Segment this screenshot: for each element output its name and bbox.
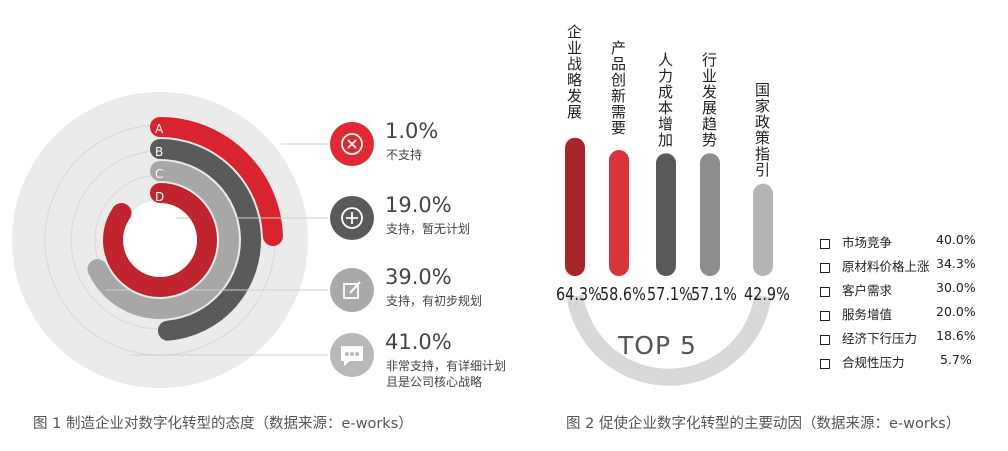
other-driver-row: 经济下行压力 18.6%: [820, 328, 976, 347]
other-driver-row: 原材料价格上涨 34.3%: [820, 256, 976, 275]
other-driver-name: 客户需求: [842, 283, 893, 298]
top5-bar: [700, 153, 720, 276]
top5-category-label: 人力成本增加: [656, 52, 674, 148]
radial-bar-letter: D: [155, 190, 164, 204]
checkbox-icon: [820, 358, 830, 369]
top5-bar: [565, 137, 585, 276]
other-driver-value: 18.6%: [936, 328, 976, 343]
top5-category-label: 产品创新需要: [609, 40, 627, 136]
checkbox-icon: [820, 310, 830, 321]
other-driver-name: 原材料价格上涨: [842, 259, 930, 274]
other-driver-value: 34.3%: [936, 256, 976, 271]
figure-2-drivers-chart: 企业战略发展 64.3% 产品创新需要 58.6% 人力成本增加 57.1% 行业发展趋势 5…: [520, 0, 1008, 451]
top5-category-label: 行业发展趋势: [700, 52, 718, 148]
other-driver-name: 经济下行压力: [842, 331, 918, 346]
attitude-description: 非常支持，有详细计划且是公司核心战略: [386, 359, 507, 389]
top5-category-label: 企业战略发展: [565, 24, 583, 120]
top5-value-label: 58.6%: [600, 284, 646, 305]
radial-bar-d: [103, 183, 217, 297]
radial-bar-letter: C: [155, 167, 163, 181]
top5-bar: [609, 150, 629, 276]
top5-value-label: 57.1%: [647, 284, 693, 305]
radial-bar-b: [150, 139, 261, 341]
top5-bar-chart: [565, 137, 773, 386]
other-driver-row: 市场竞争 40.0%: [820, 232, 976, 251]
other-driver-value: 40.0%: [936, 232, 976, 247]
edit-icon: [330, 268, 374, 312]
radial-bar-c: [87, 161, 239, 319]
other-driver-row: 合规性压力 5.7%: [820, 352, 972, 371]
top5-arc: [566, 294, 772, 386]
top5-value-label: 42.9%: [744, 284, 790, 305]
figure-2-caption: 图 2 促使企业数字化转型的主要动因（数据来源：e-works）: [566, 416, 961, 432]
checkbox-icon: [820, 286, 830, 297]
checkbox-icon: [820, 262, 830, 273]
other-driver-value: 30.0%: [936, 280, 976, 295]
other-driver-name: 合规性压力: [842, 355, 905, 370]
attitude-description: 不支持: [386, 148, 423, 162]
other-driver-name: 市场竞争: [842, 235, 893, 250]
attitude-percent: 39.0%: [385, 265, 452, 289]
other-driver-name: 服务增值: [842, 307, 893, 322]
attitude-percent: 1.0%: [385, 119, 439, 143]
top5-value-label: 57.1%: [691, 284, 737, 305]
top5-value-label: 64.3%: [556, 284, 602, 305]
attitude-description: 支持，有初步规划: [386, 294, 483, 308]
other-driver-value: 5.7%: [940, 352, 972, 367]
figure-1-caption: 图 1 制造企业对数字化转型的态度（数据来源：e-works）: [33, 416, 413, 432]
top5-bar: [753, 183, 773, 276]
other-driver-row: 服务增值 20.0%: [820, 304, 976, 323]
plus-circle-icon: [330, 196, 374, 240]
other-driver-row: 客户需求 30.0%: [820, 280, 976, 299]
radial-bar-letter: B: [155, 145, 163, 159]
attitude-percent: 41.0%: [385, 330, 452, 354]
attitude-percent: 19.0%: [385, 193, 452, 217]
top5-category-label: 国家政策指引: [753, 82, 771, 178]
radial-bar-a: [150, 117, 283, 247]
x-circle-icon: [330, 122, 374, 166]
chat-icon: [330, 333, 374, 377]
attitude-description: 支持，暂无计划: [386, 222, 471, 236]
other-driver-value: 20.0%: [936, 304, 976, 319]
top5-bar: [656, 153, 676, 276]
checkbox-icon: [820, 238, 830, 249]
radial-center-hole: [120, 200, 200, 280]
checkbox-icon: [820, 334, 830, 345]
radial-bar-letter: A: [155, 122, 164, 136]
top5-center-label: TOP 5: [618, 331, 697, 360]
